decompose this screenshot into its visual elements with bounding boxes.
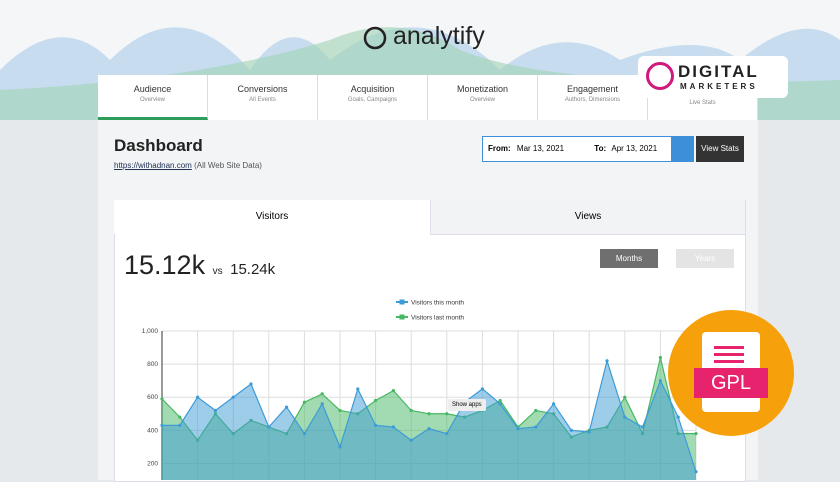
nav-item[interactable]: Monetization Overview: [428, 75, 538, 120]
point: [676, 415, 680, 419]
legend-label: Visitors this month: [411, 300, 464, 307]
point: [160, 397, 164, 401]
nav-title: Acquisition: [350, 84, 395, 94]
period-button[interactable]: Months: [600, 249, 658, 268]
nav-item[interactable]: Conversions All Events: [208, 75, 318, 120]
point: [409, 408, 413, 413]
point: [641, 425, 645, 429]
point: [302, 400, 306, 404]
to-label: To:: [594, 144, 607, 153]
badge-line: MARKETERS: [680, 82, 758, 91]
nav-sub: Overview: [139, 97, 165, 103]
y-tick-label: 800: [147, 361, 158, 368]
brand: analytify: [393, 22, 485, 50]
point: [445, 432, 449, 436]
tooltip: Show apps: [448, 399, 486, 411]
period-button[interactable]: Years: [676, 249, 734, 268]
point: [374, 423, 378, 427]
vs: vs: [212, 266, 223, 277]
legend-swatch: [399, 299, 405, 305]
from-label: From:: [488, 144, 511, 153]
view-stats-button[interactable]: View Stats: [696, 136, 744, 162]
point: [231, 395, 235, 399]
point: [623, 395, 627, 399]
point: [160, 423, 164, 427]
point: [569, 428, 574, 432]
point: [196, 395, 200, 399]
legend-label: Visitors last month: [411, 315, 464, 322]
nav-sub: All Events: [249, 97, 276, 103]
nav-sub: Goals, Campaigns: [347, 97, 398, 103]
legend-swatch: [399, 314, 405, 320]
point: [285, 405, 289, 409]
tab[interactable]: Views: [430, 200, 745, 235]
from-date: Mar 13, 2021: [516, 144, 565, 153]
series-area: [162, 360, 696, 480]
point: [338, 408, 342, 413]
point: [320, 392, 324, 396]
point: [605, 359, 609, 363]
gpl-badge: GPL: [668, 310, 794, 436]
date-range[interactable]: From: Mar 13, 2021 To: Apr 13, 2021: [482, 136, 694, 162]
site-link[interactable]: https://withadnan.com: [114, 161, 192, 170]
point: [445, 412, 449, 416]
nav-item[interactable]: Acquisition Goals, Campaigns: [318, 75, 428, 120]
point: [658, 379, 663, 383]
nav-sub: Authors, Dimensions: [564, 97, 621, 103]
site-note: (All Web Site Data): [194, 161, 262, 170]
point: [249, 382, 253, 386]
point: [534, 408, 538, 413]
nav-title: Conversions: [237, 84, 288, 94]
nav-sub: Live Stats: [689, 100, 716, 106]
point: [658, 355, 663, 360]
point: [694, 470, 698, 474]
point: [498, 398, 502, 403]
point: [267, 425, 271, 429]
to-date: Apr 13, 2021: [611, 144, 658, 153]
y-tick-label: 200: [147, 460, 158, 467]
point: [391, 425, 395, 429]
point: [391, 389, 395, 393]
nav-title: Monetization: [456, 84, 509, 94]
point: [302, 432, 306, 436]
tab[interactable]: Visitors: [114, 200, 430, 234]
nav-item[interactable]: Audience Overview: [98, 75, 208, 120]
point: [178, 423, 182, 427]
badge: DIGITAL MARKETERS: [638, 56, 788, 98]
nav-sub: Overview: [469, 97, 495, 103]
point: [178, 415, 182, 419]
point: [320, 402, 324, 406]
point: [213, 408, 217, 413]
point: [356, 387, 360, 391]
point: [516, 427, 520, 431]
point: [552, 402, 556, 406]
dashboard-title: Dashboard: [114, 136, 203, 155]
point: [480, 387, 484, 391]
point: [498, 402, 502, 406]
point: [623, 415, 627, 419]
nav-title: Engagement: [566, 84, 619, 94]
previous-value: 15.24k: [230, 261, 276, 278]
badge-line: DIGITAL: [678, 62, 759, 81]
point: [534, 425, 538, 429]
y-tick-label: 1,000: [142, 328, 159, 335]
current-value: 15.12k: [124, 250, 206, 280]
point: [374, 398, 378, 403]
point: [427, 427, 431, 431]
gpl-label: GPL: [694, 368, 768, 398]
y-tick-label: 600: [147, 394, 158, 401]
point: [694, 432, 698, 436]
point: [409, 438, 413, 442]
y-tick-label: 400: [147, 427, 158, 434]
point: [427, 412, 431, 416]
point: [587, 430, 591, 434]
nav-title: Audience: [133, 84, 172, 94]
point: [338, 445, 342, 449]
